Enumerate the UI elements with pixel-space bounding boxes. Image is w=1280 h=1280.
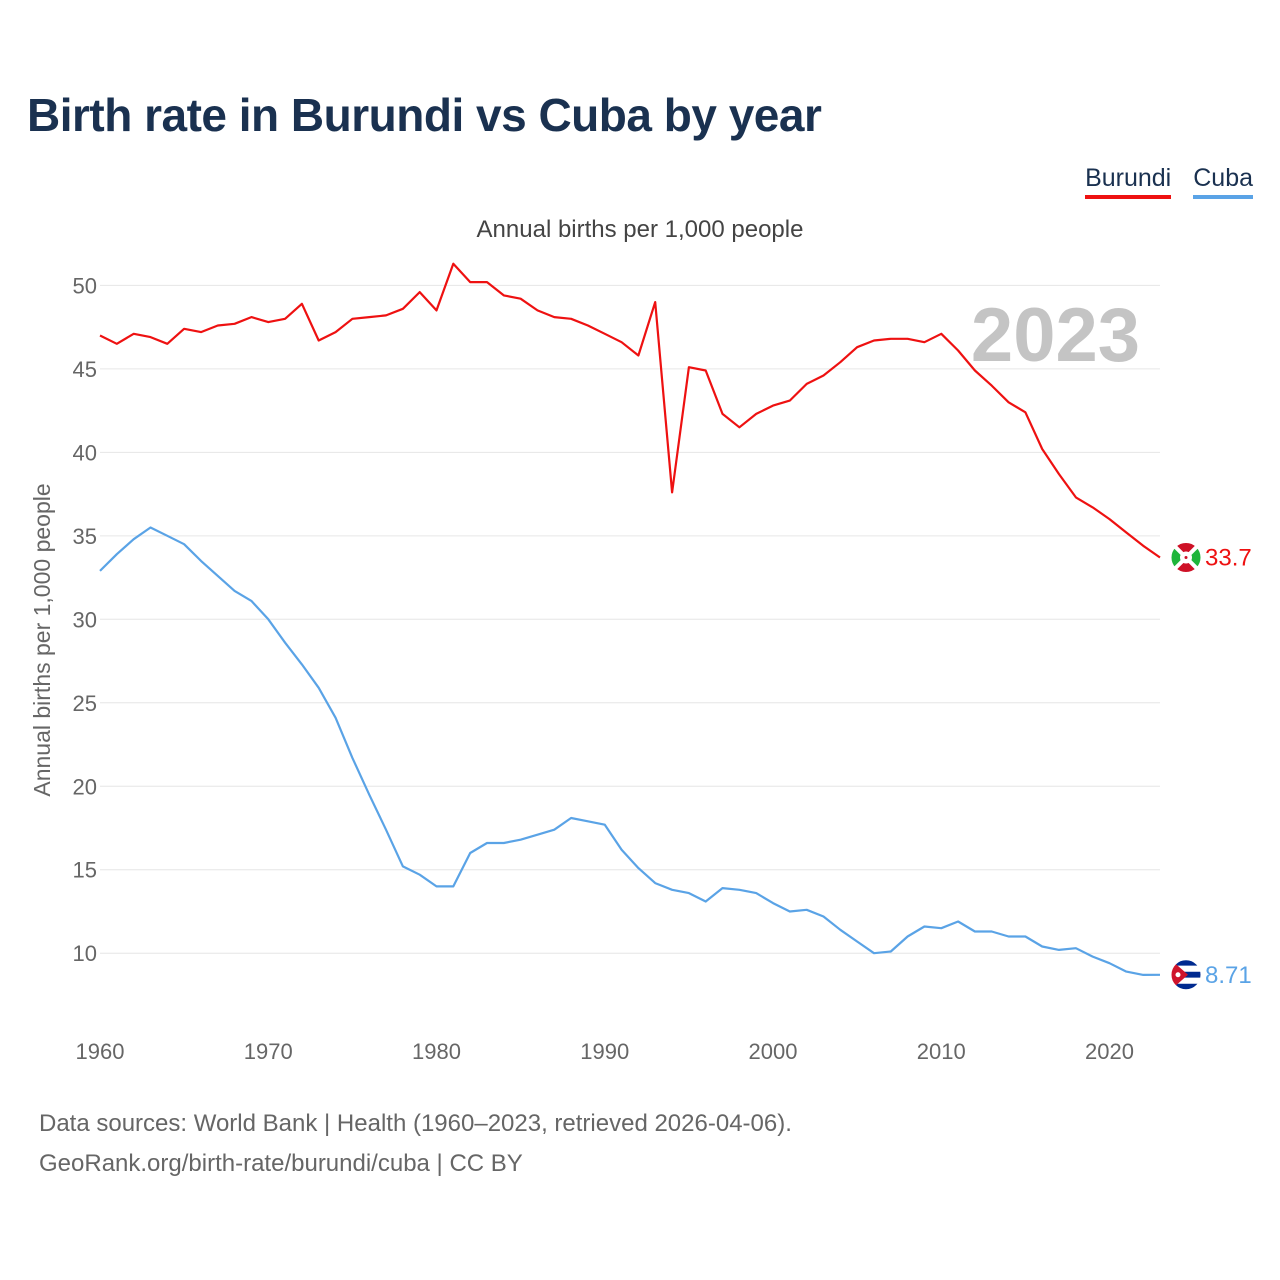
x-axis-ticks: 1960 1970 1980 1990 2000 2010 2020 bbox=[76, 1039, 1134, 1064]
line-chart: 10 15 20 25 30 35 40 45 50 1960 1970 1980 1990 2000 2… bbox=[29, 262, 1252, 1064]
y-axis-ticks: 10 15 20 25 30 35 40 45 50 bbox=[73, 273, 97, 966]
x-tick-label: 2020 bbox=[1085, 1039, 1134, 1064]
x-tick-label: 1970 bbox=[244, 1039, 293, 1064]
chart-title: Birth rate in Burundi vs Cuba by year bbox=[27, 89, 822, 141]
x-tick-label: 1980 bbox=[412, 1039, 461, 1064]
y-tick-label: 50 bbox=[73, 273, 97, 298]
x-tick-label: 1960 bbox=[76, 1039, 125, 1064]
gridlines bbox=[100, 284, 1160, 954]
chart-subtitle: Annual births per 1,000 people bbox=[476, 216, 804, 243]
series-line-burundi bbox=[99, 262, 1161, 559]
series-line-cuba bbox=[99, 526, 1161, 977]
end-markers: 33.7 8.71 bbox=[1170, 542, 1252, 991]
y-tick-label: 40 bbox=[73, 440, 97, 465]
y-tick-label: 10 bbox=[73, 941, 97, 966]
end-value-label-burundi: 33.7 bbox=[1205, 545, 1252, 572]
y-tick-label: 30 bbox=[73, 607, 97, 632]
footer-sources: Data sources: World Bank | Health (1960–… bbox=[39, 1110, 792, 1137]
end-value-label-cuba: 8.71 bbox=[1205, 962, 1252, 989]
year-label: 2023 bbox=[971, 293, 1140, 378]
x-tick-label: 2000 bbox=[749, 1039, 798, 1064]
y-tick-label: 35 bbox=[73, 524, 97, 549]
footer: Data sources: World Bank | Health (1960–… bbox=[39, 1104, 792, 1184]
y-tick-label: 20 bbox=[73, 774, 97, 799]
series-lines bbox=[99, 262, 1161, 977]
y-tick-label: 45 bbox=[73, 357, 97, 382]
legend: Burundi Cuba bbox=[1085, 164, 1253, 199]
x-tick-label: 1990 bbox=[580, 1039, 629, 1064]
x-tick-label: 2010 bbox=[917, 1039, 966, 1064]
y-tick-label: 25 bbox=[73, 691, 97, 716]
flag-cuba-icon bbox=[1170, 959, 1202, 991]
legend-item-burundi[interactable]: Burundi bbox=[1085, 164, 1172, 199]
footer-link[interactable]: GeoRank.org/birth-rate/burundi/cuba | CC… bbox=[39, 1150, 523, 1177]
y-tick-label: 15 bbox=[73, 858, 97, 883]
flag-burundi-icon bbox=[1170, 542, 1202, 574]
y-axis-title: Annual births per 1,000 people bbox=[29, 483, 55, 796]
legend-item-cuba[interactable]: Cuba bbox=[1193, 164, 1253, 199]
